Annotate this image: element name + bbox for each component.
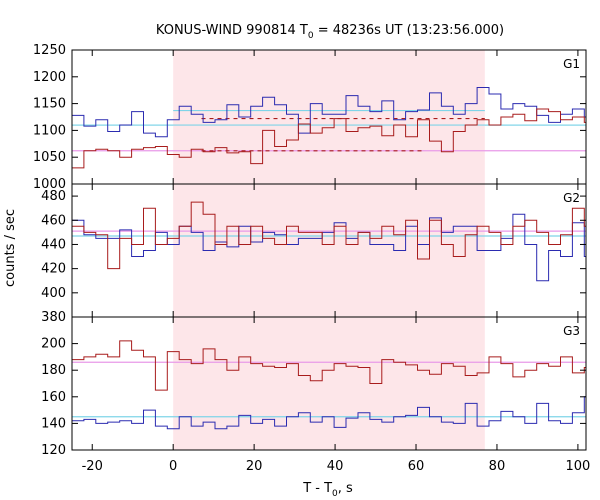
y-tick-label: 400 — [41, 286, 66, 301]
plot-area: 100010501100115012001250G138040042044046… — [33, 43, 590, 474]
blue-series-g3 — [72, 396, 586, 430]
y-tick-label: 1050 — [33, 150, 66, 165]
x-tick-label: 80 — [489, 459, 506, 474]
panel-frame-g3 — [71, 316, 587, 451]
x-tick-label: 0 — [169, 459, 177, 474]
x-axis-label: T - T0, s — [302, 481, 353, 499]
y-tick-label: 380 — [41, 310, 66, 325]
y-tick-label: 1150 — [33, 97, 66, 112]
x-tick-label: 100 — [565, 459, 590, 474]
red-series-g2 — [72, 201, 586, 270]
red-series-g3 — [72, 340, 586, 391]
x-tick-label: 40 — [327, 459, 344, 474]
panel-label-g1: G1 — [563, 57, 580, 71]
x-tick-label: -20 — [82, 459, 103, 474]
y-tick-label: 440 — [41, 237, 66, 252]
blue-series-g1 — [72, 87, 586, 138]
y-tick-label: 460 — [41, 213, 66, 228]
y-tick-label: 160 — [41, 390, 66, 405]
y-tick-label: 1200 — [33, 70, 66, 85]
y-tick-label: 480 — [41, 189, 66, 204]
x-tick-label: 20 — [246, 459, 263, 474]
y-tick-label: 200 — [41, 337, 66, 352]
source-interval-shade — [173, 50, 485, 450]
y-tick-label: 1250 — [33, 43, 66, 58]
y-tick-label: 180 — [41, 363, 66, 378]
red-series-g1 — [72, 108, 586, 169]
panel-label-g2: G2 — [563, 191, 580, 205]
x-tick-label: 60 — [408, 459, 425, 474]
y-tick-label: 140 — [41, 416, 66, 431]
y-tick-label: 1100 — [33, 123, 66, 138]
y-tick-label: 1000 — [33, 177, 66, 192]
chart-title: KONUS-WIND 990814 T0 = 48236s UT (13:23:… — [156, 23, 504, 41]
y-tick-label: 420 — [41, 262, 66, 277]
y-axis-label: counts / sec — [3, 209, 18, 287]
panel-label-g3: G3 — [563, 324, 580, 338]
y-tick-label: 120 — [41, 443, 66, 458]
